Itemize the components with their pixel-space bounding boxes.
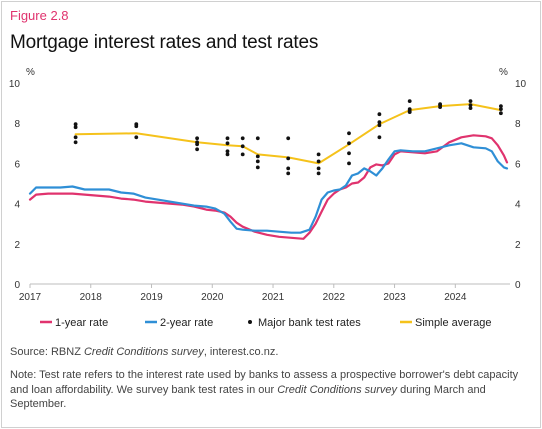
y-unit-left: % bbox=[26, 67, 35, 78]
x-tick-2022: 2022 bbox=[323, 292, 346, 303]
x-tick-2023: 2023 bbox=[383, 292, 406, 303]
test-rate-dot bbox=[225, 136, 230, 141]
test-rate-dot bbox=[377, 135, 382, 140]
test-rate-dot bbox=[73, 140, 78, 145]
x-tick-2021: 2021 bbox=[262, 292, 285, 303]
y-tick-left-8: 8 bbox=[14, 119, 20, 130]
test-rate-dot bbox=[195, 136, 200, 141]
test-rate-dot bbox=[377, 123, 382, 128]
test-rate-dot bbox=[195, 147, 200, 152]
test-rate-dot bbox=[73, 122, 78, 127]
test-rate-dot bbox=[73, 135, 78, 140]
y-tick-left-10: 10 bbox=[9, 79, 21, 90]
x-tick-2019: 2019 bbox=[140, 292, 163, 303]
test-rate-dot bbox=[134, 135, 139, 140]
legend-one-year-label: 1-year rate bbox=[55, 317, 108, 329]
y-tick-right-8: 8 bbox=[515, 119, 521, 130]
legend-two-year-label: 2-year rate bbox=[160, 317, 213, 329]
test-rate-dot bbox=[407, 99, 412, 103]
y-tick-left-6: 6 bbox=[14, 159, 20, 170]
test-rate-dot bbox=[255, 154, 260, 159]
legend-test-rates-swatch bbox=[248, 320, 252, 324]
source-suffix: , interest.co.nz. bbox=[203, 346, 279, 358]
source-note: Source: RBNZ Credit Conditions survey, i… bbox=[10, 346, 278, 358]
series-line-simple-average bbox=[74, 103, 502, 165]
test-rate-dot bbox=[225, 152, 230, 157]
figure-label: Figure 2.8 bbox=[10, 8, 69, 23]
x-tick-2024: 2024 bbox=[444, 292, 467, 303]
note-part1: Note: Test rate refers to the interest r… bbox=[10, 369, 519, 396]
source-prefix: Source: RBNZ bbox=[10, 346, 84, 358]
y-tick-left-4: 4 bbox=[14, 200, 20, 211]
test-rate-dot bbox=[255, 165, 260, 170]
test-rate-dot bbox=[468, 106, 473, 110]
test-rate-dot bbox=[347, 141, 351, 146]
series-line-two-year bbox=[28, 142, 509, 234]
y-tick-left-2: 2 bbox=[14, 240, 20, 251]
test-rate-dot bbox=[255, 159, 260, 164]
test-rate-dot bbox=[347, 131, 351, 136]
series-layer bbox=[28, 103, 509, 240]
chart-legend: 1-year rate 2-year rate Major bank test … bbox=[40, 317, 491, 329]
note-italic: Credit Conditions survey bbox=[277, 383, 398, 396]
test-rate-dot bbox=[225, 149, 230, 154]
test-rate-dots bbox=[73, 99, 503, 176]
y-tick-right-2: 2 bbox=[515, 240, 521, 251]
test-rate-dot bbox=[134, 124, 139, 129]
test-rate-dot bbox=[347, 161, 351, 166]
test-rate-dot bbox=[347, 151, 351, 156]
y-tick-right-6: 6 bbox=[515, 159, 521, 170]
chart-title: Mortgage interest rates and test rates bbox=[10, 32, 319, 53]
y-tick-right-0: 0 bbox=[515, 280, 521, 291]
legend-test-rates-label: Major bank test rates bbox=[258, 317, 361, 329]
test-rate-dot bbox=[468, 103, 473, 107]
x-tick-2020: 2020 bbox=[201, 292, 224, 303]
test-rate-dot bbox=[286, 156, 291, 161]
test-rate-dot bbox=[240, 136, 245, 141]
source-italic: Credit Conditions survey bbox=[83, 346, 204, 358]
note-part2: during March and September. bbox=[10, 383, 486, 411]
series-line-one-year bbox=[28, 134, 509, 240]
test-rate-dot bbox=[316, 166, 321, 171]
test-rate-dot bbox=[499, 111, 503, 116]
test-rate-dot bbox=[73, 125, 78, 130]
test-rate-dot bbox=[240, 144, 245, 149]
y-tick-right-4: 4 bbox=[515, 200, 521, 211]
test-rate-dot bbox=[316, 171, 321, 176]
y-unit-right: % bbox=[499, 67, 508, 78]
test-rate-dot bbox=[499, 104, 503, 108]
test-rate-dot bbox=[438, 105, 442, 109]
test-rate-dot bbox=[377, 112, 382, 117]
test-rate-dot bbox=[499, 107, 503, 111]
chart-svg: % % 0 0 2 2 4 4 6 6 8 8 10 10 2017 2018 2019 2020 2021 20… bbox=[9, 67, 527, 329]
test-rate-dot bbox=[255, 136, 260, 141]
y-tick-left-0: 0 bbox=[14, 280, 20, 291]
test-rate-dot bbox=[468, 99, 473, 103]
test-rate-dot bbox=[286, 166, 291, 171]
test-rate-dot bbox=[316, 159, 321, 164]
test-rate-dot bbox=[195, 142, 200, 147]
footnote: Note: Test rate refers to the interest r… bbox=[10, 368, 530, 412]
test-rate-dot bbox=[240, 152, 245, 157]
chart-axes: % % 0 0 2 2 4 4 6 6 8 8 10 10 2017 2018 2019 2020 2021 20… bbox=[9, 67, 527, 303]
test-rate-dot bbox=[225, 141, 230, 146]
test-rate-dot bbox=[316, 152, 321, 157]
test-rate-dot bbox=[377, 120, 382, 125]
legend-simple-average-label: Simple average bbox=[415, 317, 491, 329]
y-tick-right-10: 10 bbox=[515, 79, 527, 90]
x-tick-2018: 2018 bbox=[80, 292, 103, 303]
test-rate-dot bbox=[286, 171, 291, 176]
x-tick-2017: 2017 bbox=[19, 292, 42, 303]
test-rate-dot bbox=[407, 110, 412, 114]
test-rate-dot bbox=[286, 136, 291, 141]
